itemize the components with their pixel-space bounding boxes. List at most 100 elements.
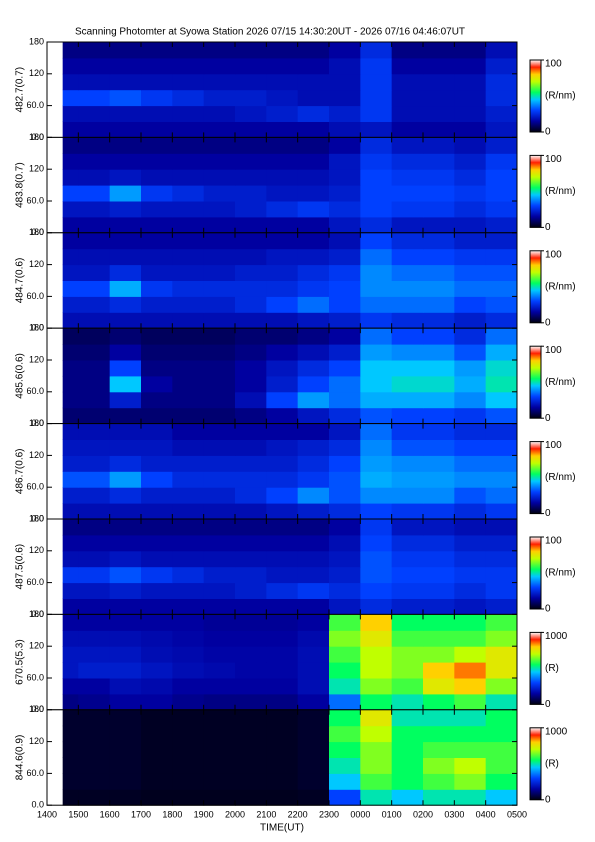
heat-cell: [329, 646, 361, 663]
heat-cell: [172, 534, 205, 552]
colorbar-label: (R/nm): [545, 91, 576, 102]
heat-cell: [235, 344, 267, 361]
heat-cell: [78, 550, 111, 568]
heat-cell: [172, 630, 205, 647]
heat-cell: [485, 582, 518, 599]
heat-cell: [360, 757, 393, 774]
heat-cell: [109, 42, 142, 59]
heat-cell: [235, 582, 267, 599]
heat-cell: [266, 423, 299, 440]
heat-cell: [329, 137, 361, 154]
heat-cell: [78, 646, 111, 663]
heat-cell: [235, 232, 267, 250]
heat-cell: [141, 312, 173, 329]
heat-cell: [109, 566, 142, 584]
heat-cell: [266, 741, 299, 758]
heat-cell: [235, 534, 267, 552]
heat-cell: [297, 566, 330, 584]
heat-cell: [172, 678, 205, 695]
heat-cell: [141, 344, 173, 361]
heat-cell: [297, 503, 330, 520]
heat-cell: [360, 423, 393, 440]
heat-cell: [391, 153, 424, 170]
heat-cell: [485, 248, 518, 266]
heat-cell: [235, 391, 267, 409]
heat-cell: [423, 344, 455, 361]
heat-cell: [266, 264, 299, 281]
heat-cell: [109, 423, 142, 440]
heat-cell: [172, 566, 205, 584]
heat-cell: [485, 757, 518, 774]
heat-cell: [141, 503, 173, 520]
heat-cell: [329, 264, 361, 281]
y-axis-label: 482.7(0.7): [15, 67, 26, 113]
heat-cell: [329, 503, 361, 520]
heat-cell: [172, 741, 205, 758]
heat-cell: [360, 534, 393, 552]
heat-cell: [297, 582, 330, 599]
colorbar-tick-label: 100: [545, 440, 562, 451]
heat-cell: [423, 57, 455, 75]
heat-cell: [391, 455, 424, 472]
heat-cell: [297, 725, 330, 743]
heat-cell: [391, 344, 424, 361]
heat-cell: [391, 105, 424, 122]
heat-cell: [109, 201, 142, 218]
heat-cell: [360, 73, 393, 91]
heat-cell: [203, 73, 236, 91]
heat-cell: [297, 375, 330, 393]
heat-cell: [454, 89, 487, 107]
heat-cell: [62, 264, 79, 281]
heat-cell: [172, 185, 205, 202]
heat-cell: [109, 773, 142, 790]
heat-cell: [360, 789, 393, 806]
heat-cell: [391, 534, 424, 552]
heat-cell: [454, 105, 487, 122]
heat-cell: [266, 280, 299, 297]
heat-cell: [172, 73, 205, 91]
heat-cell: [203, 534, 236, 552]
heat-cell: [329, 57, 361, 75]
heat-cell: [454, 598, 487, 615]
heat-cell: [266, 503, 299, 520]
heat-cell: [62, 42, 79, 59]
heat-cell: [78, 375, 111, 393]
heat-cell: [62, 232, 79, 250]
heat-cell: [423, 471, 455, 488]
heat-cell: [391, 216, 424, 234]
heat-cell: [141, 662, 173, 679]
x-tick-label: 0300: [444, 810, 464, 820]
heat-cell: [203, 439, 236, 456]
heat-cell: [423, 169, 455, 186]
heat-cell: [454, 201, 487, 218]
heat-cell: [172, 264, 205, 281]
colorbar: [529, 154, 542, 228]
heat-cell: [297, 741, 330, 758]
heat-cell: [266, 216, 299, 234]
heat-cell: [329, 471, 361, 488]
heat-cell: [454, 503, 487, 520]
heat-cell: [266, 248, 299, 266]
heat-cell: [172, 312, 205, 329]
colorbar-label: (R/nm): [545, 186, 576, 197]
heat-cell: [172, 693, 205, 711]
heat-cell: [266, 725, 299, 743]
heat-cell: [78, 216, 111, 234]
heat-cell: [109, 741, 142, 758]
heat-cell: [235, 693, 267, 711]
heat-cell: [62, 471, 79, 488]
heat-cell: [266, 73, 299, 91]
heat-cell: [203, 550, 236, 568]
heat-cell: [141, 471, 173, 488]
heat-cell: [62, 153, 79, 170]
heat-cell: [266, 42, 299, 59]
heat-cell: [172, 201, 205, 218]
heat-cell: [141, 630, 173, 647]
heat-cell: [235, 614, 267, 631]
heat-cell: [109, 360, 142, 377]
heat-cell: [78, 598, 111, 615]
heat-cell: [109, 662, 142, 679]
y-tick-label: 0.0: [31, 704, 44, 714]
heat-cell: [391, 789, 424, 806]
